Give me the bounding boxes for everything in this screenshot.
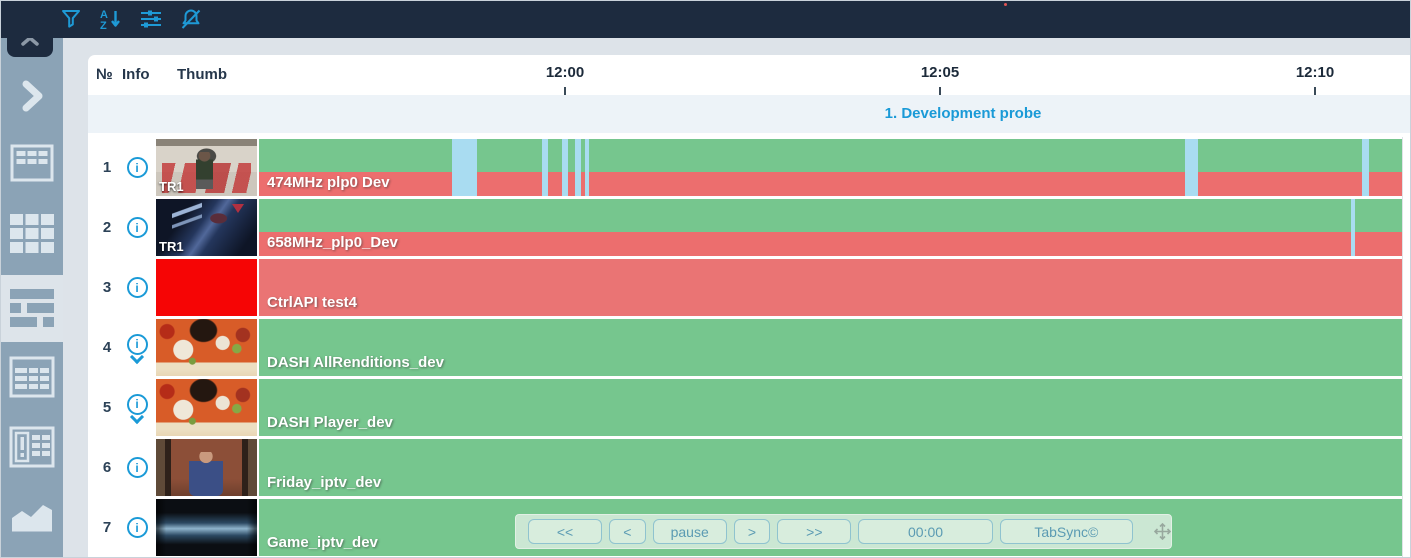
thumbnail[interactable] <box>156 499 257 556</box>
channel-name: Friday_iptv_dev <box>267 474 382 491</box>
monitor-panel: № Info Thumb 12:00 12:05 12:10 1. Developm… <box>88 55 1411 558</box>
thumbnail[interactable] <box>156 379 257 436</box>
time-offset-button[interactable]: 00:00 <box>858 519 993 544</box>
status-bar[interactable]: Friday_iptv_dev <box>259 439 1402 496</box>
channel-row: 3 i CtrlAPI test4 <box>88 259 1411 316</box>
thumbnail-service-label: TR1 <box>159 239 184 254</box>
rewind-button[interactable]: << <box>528 519 603 544</box>
row-number: 4 <box>102 339 112 356</box>
info-icon[interactable]: i <box>126 277 148 298</box>
sidebar-item-timeline-view[interactable] <box>0 275 63 342</box>
channel-row: 1 i TR1 474MHz plp0 Dev <box>88 139 1411 196</box>
fast-forward-button[interactable]: >> <box>777 519 852 544</box>
thumbnail-service-label: TR1 <box>159 179 184 194</box>
time-tick-mark <box>564 87 566 95</box>
chevron-right-icon <box>19 80 45 117</box>
status-bar[interactable]: 658MHz_plp0_Dev <box>259 199 1402 256</box>
table-alert-icon <box>9 426 55 473</box>
svg-text:Z: Z <box>100 20 107 31</box>
status-bar[interactable]: CtrlAPI test4 <box>259 259 1402 316</box>
panel-right-edge <box>1402 137 1403 558</box>
channel-row: 2 i TR1 658MHz_plp0_Dev <box>88 199 1411 256</box>
gap-stripe <box>562 139 568 196</box>
timeline-icon <box>7 284 57 333</box>
step-forward-button[interactable]: > <box>733 519 771 544</box>
sidebar-item-chart-view[interactable] <box>0 488 63 538</box>
channel-row: 5 i DASH Player_dev <box>88 379 1411 436</box>
thumbnail[interactable] <box>156 319 257 376</box>
column-header-info: Info <box>122 66 150 83</box>
row-number: 6 <box>102 459 112 476</box>
gap-stripe <box>542 139 548 196</box>
row-number: 7 <box>102 519 112 536</box>
status-bar[interactable]: 474MHz plp0 Dev <box>259 139 1402 196</box>
tabsync-button[interactable]: TabSync© <box>999 519 1133 544</box>
row-number: 2 <box>102 219 112 236</box>
playback-controls: << < pause > >> 00:00 TabSync© <box>515 514 1172 549</box>
time-tick-label: 12:10 <box>1295 64 1335 81</box>
time-tick-label: 12:05 <box>920 64 960 81</box>
pause-button[interactable]: pause <box>652 519 727 544</box>
probe-group-title[interactable]: 1. Development probe <box>884 105 1042 122</box>
sort-az-icon[interactable]: A Z <box>98 6 124 32</box>
top-toolbar: A Z <box>0 0 1411 38</box>
status-bar[interactable]: DASH AllRenditions_dev <box>259 319 1402 376</box>
area-chart-icon <box>9 488 55 539</box>
channel-name: 658MHz_plp0_Dev <box>267 234 398 251</box>
move-handle-icon[interactable] <box>1154 523 1171 540</box>
row-number: 3 <box>102 279 112 296</box>
sidebar-item-spreadsheet-view[interactable] <box>0 356 63 402</box>
time-tick-mark <box>1314 87 1316 95</box>
time-axis: № Info Thumb 12:00 12:05 12:10 <box>88 55 1411 95</box>
filter-icon[interactable] <box>58 6 84 32</box>
time-tick-mark <box>939 87 941 95</box>
channel-name: DASH AllRenditions_dev <box>267 354 444 371</box>
thumbnail[interactable]: TR1 <box>156 139 257 196</box>
thumbnail[interactable] <box>156 259 257 316</box>
channel-name: CtrlAPI test4 <box>267 294 358 311</box>
sidebar-item-grid-view[interactable] <box>0 213 63 260</box>
column-header-thumb: Thumb <box>177 66 227 83</box>
table-icon <box>10 144 54 189</box>
channel-row: 4 i DASH AllRenditions_dev <box>88 319 1411 376</box>
info-icon[interactable]: i <box>126 333 148 355</box>
svg-text:A: A <box>100 9 108 21</box>
thumbnail[interactable] <box>156 439 257 496</box>
gap-stripe <box>575 139 581 196</box>
gap-stripe <box>1362 139 1369 196</box>
info-icon[interactable]: i <box>126 393 148 415</box>
column-header-num: № <box>96 66 113 83</box>
row-number: 1 <box>102 159 112 176</box>
thumbnail[interactable]: TR1 <box>156 199 257 256</box>
sidebar-item-table-view[interactable] <box>0 144 63 188</box>
gap-stripe <box>585 139 589 196</box>
sidebar-item-expand[interactable] <box>0 80 63 116</box>
spreadsheet-icon <box>9 356 55 403</box>
sliders-icon[interactable] <box>138 6 164 32</box>
left-sidebar <box>0 29 63 558</box>
channel-row: 6 i Friday_iptv_dev <box>88 439 1411 496</box>
step-back-button[interactable]: < <box>609 519 646 544</box>
gap-stripe <box>1185 139 1198 196</box>
sidebar-item-alerts-view[interactable] <box>0 426 63 472</box>
channel-name: DASH Player_dev <box>267 414 393 431</box>
info-icon[interactable]: i <box>126 457 148 478</box>
gap-stripe <box>452 139 477 196</box>
status-bar[interactable]: DASH Player_dev <box>259 379 1402 436</box>
info-icon[interactable]: i <box>126 517 148 538</box>
row-number: 5 <box>102 399 112 416</box>
channel-rows: 1 i TR1 474MHz plp0 Dev 2 i TR1 658MHz_p… <box>88 137 1411 558</box>
probe-group-band: 1. Development probe <box>88 95 1411 133</box>
channel-name: 474MHz plp0 Dev <box>267 174 390 191</box>
channel-name: Game_iptv_dev <box>267 534 378 551</box>
info-icon[interactable]: i <box>126 217 148 238</box>
time-tick-label: 12:00 <box>545 64 585 81</box>
grid-icon <box>9 213 55 260</box>
mute-icon[interactable] <box>178 6 204 32</box>
info-icon[interactable]: i <box>126 157 148 178</box>
gap-stripe <box>1351 199 1355 256</box>
alert-dot <box>1004 3 1007 6</box>
